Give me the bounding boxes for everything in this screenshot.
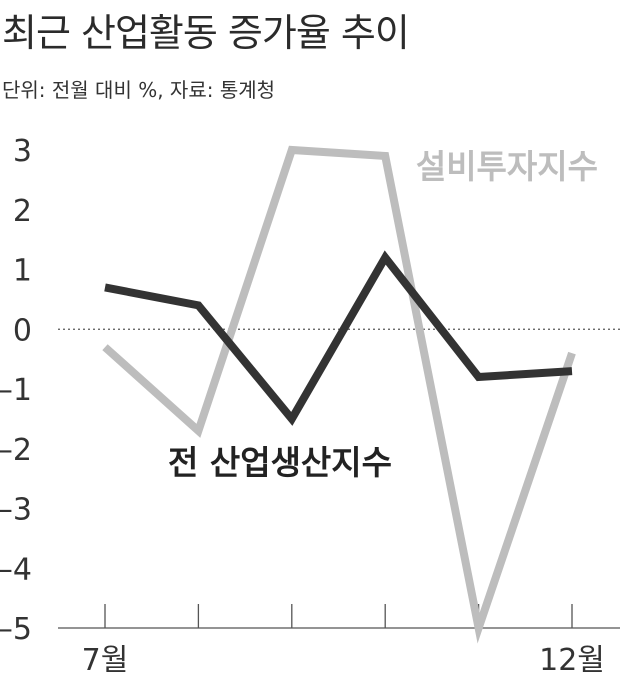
x-tick-label: 12월 xyxy=(539,643,605,677)
series-line-facility-investment xyxy=(102,145,576,644)
series-line-industrial-production xyxy=(104,250,573,426)
y-tick-label: 2 xyxy=(13,194,32,229)
chart-subtitle: 단위: 전월 대비 %, 자료: 통계청 xyxy=(2,78,276,102)
y-tick-label: –2 xyxy=(0,433,32,468)
y-tick-label: –4 xyxy=(0,552,32,587)
chart-title: 최근 산업활동 증가율 추이 xyxy=(2,11,410,55)
y-tick-label: –3 xyxy=(0,493,32,528)
y-tick-label: –5 xyxy=(0,612,32,647)
series-label-facility-investment: 설비투자지수 xyxy=(416,147,598,186)
series-label-industrial-production: 전 산업생산지수 xyxy=(168,443,392,482)
y-tick-label: 3 xyxy=(13,134,32,169)
y-tick-label: 1 xyxy=(13,254,32,289)
y-tick-label: 0 xyxy=(13,313,32,348)
x-tick-label: 7월 xyxy=(82,643,129,677)
y-tick-label: –1 xyxy=(0,373,32,408)
